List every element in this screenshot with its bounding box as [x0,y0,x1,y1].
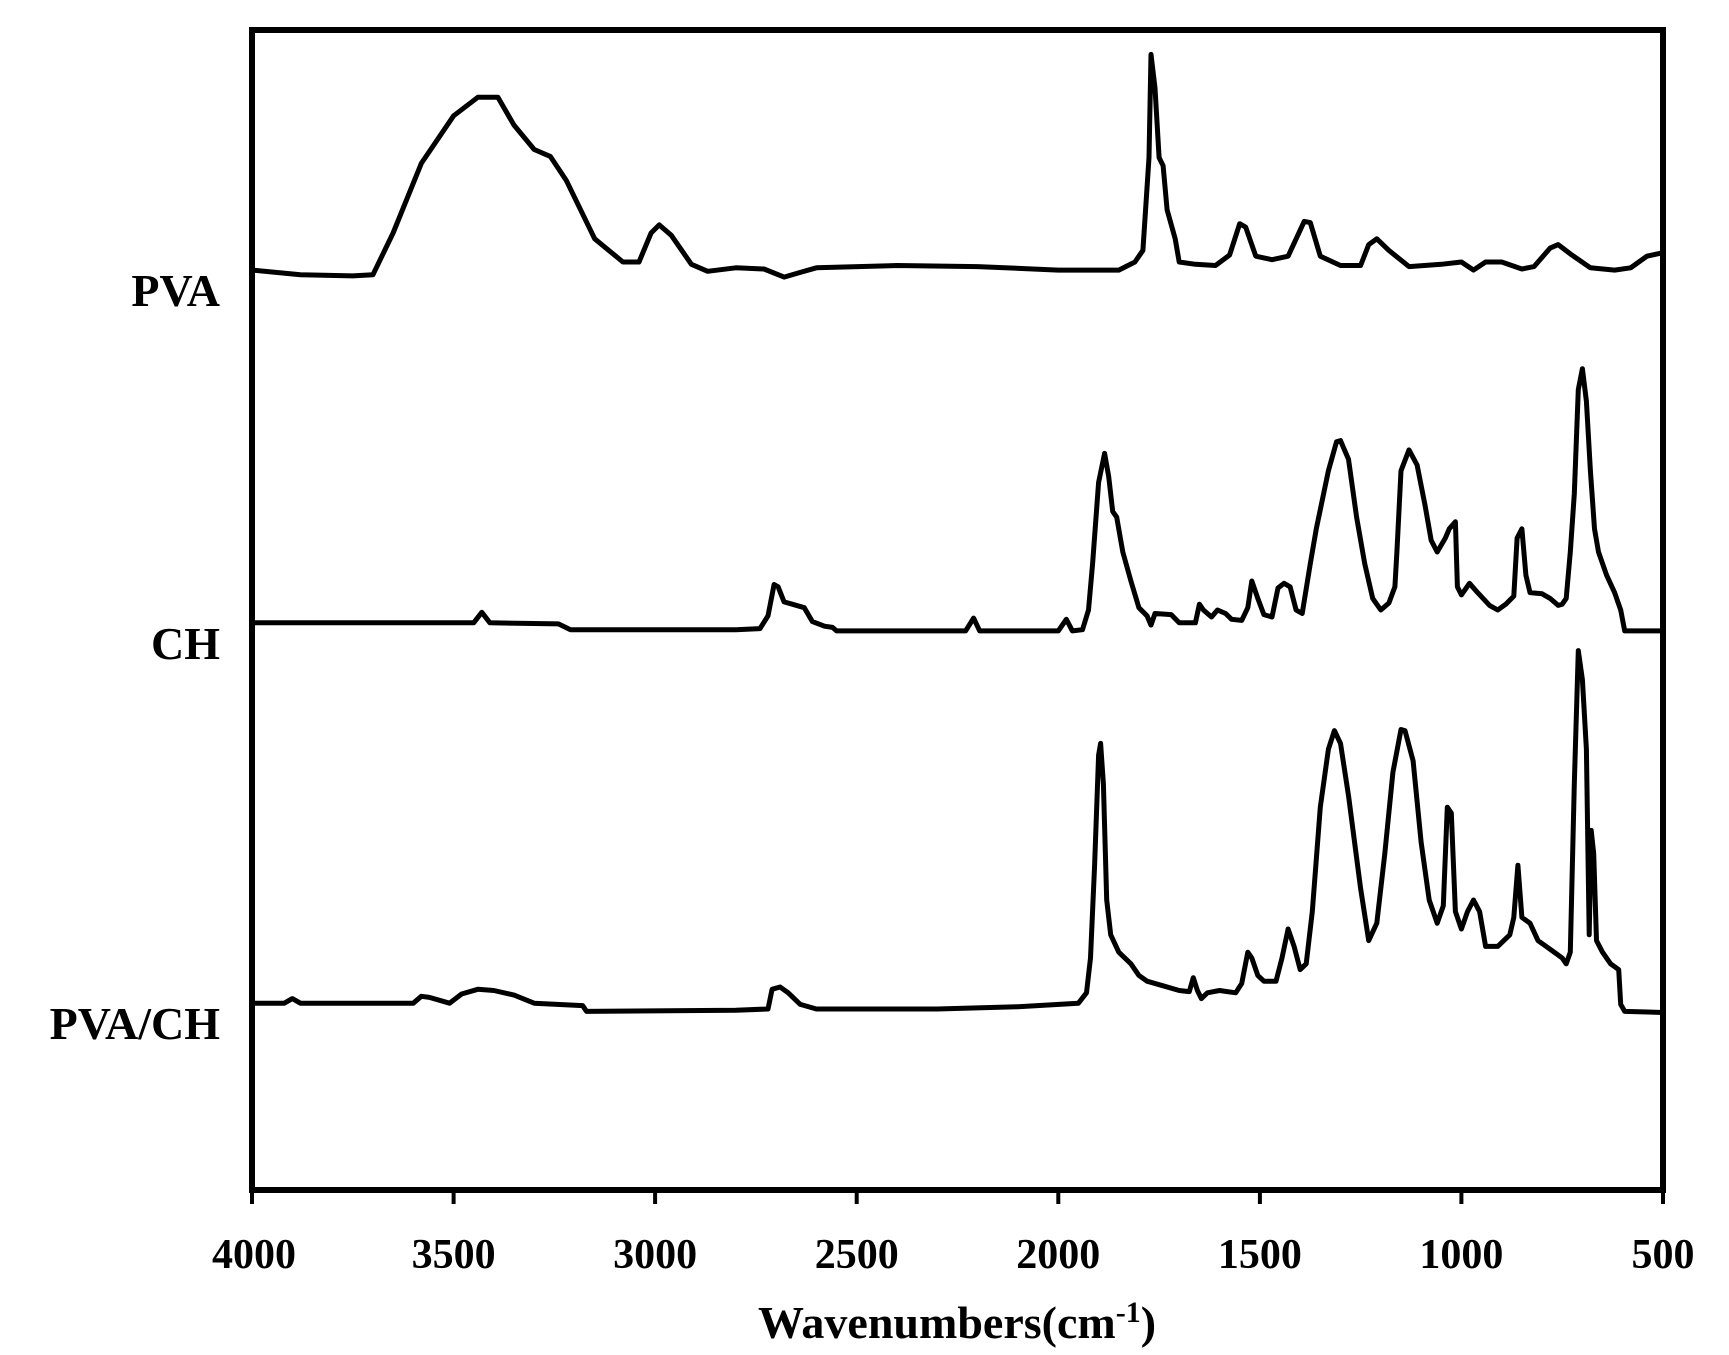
x-axis-title: Wavenumbers(cm-1) [758,1296,1156,1348]
series-label-ch: CH [151,618,220,669]
series-layer [249,51,1666,1015]
x-tick-label-3500: 3500 [412,1232,496,1278]
x-axis: 4000 3500 3000 2500 2000 1500 1000 500 [212,1190,1695,1278]
series-label-pva: PVA [131,265,220,316]
x-axis-title-superscript: -1 [1116,1296,1141,1329]
x-tick-label-2500: 2500 [815,1232,899,1278]
series-label-pva-ch: PVA/CH [50,998,221,1049]
x-tick-label-2000: 2000 [1016,1232,1100,1278]
x-tick-label-1000: 1000 [1419,1232,1503,1278]
x-tick-label-3000: 3000 [613,1232,697,1278]
series-line-pva-ch [249,648,1666,1015]
plot-frame [249,27,1666,1193]
x-tick-label-1500: 1500 [1218,1232,1302,1278]
series-label-layer: PVA CH PVA/CH [50,265,221,1049]
x-tick-label-4000: 4000 [212,1232,296,1278]
x-axis-title-main: Wavenumbers(cm [758,1297,1116,1348]
series-line-pva [249,51,1666,280]
series-line-ch [249,366,1666,634]
x-tick-label-500: 500 [1632,1232,1695,1278]
x-axis-title-close: ) [1141,1297,1156,1348]
